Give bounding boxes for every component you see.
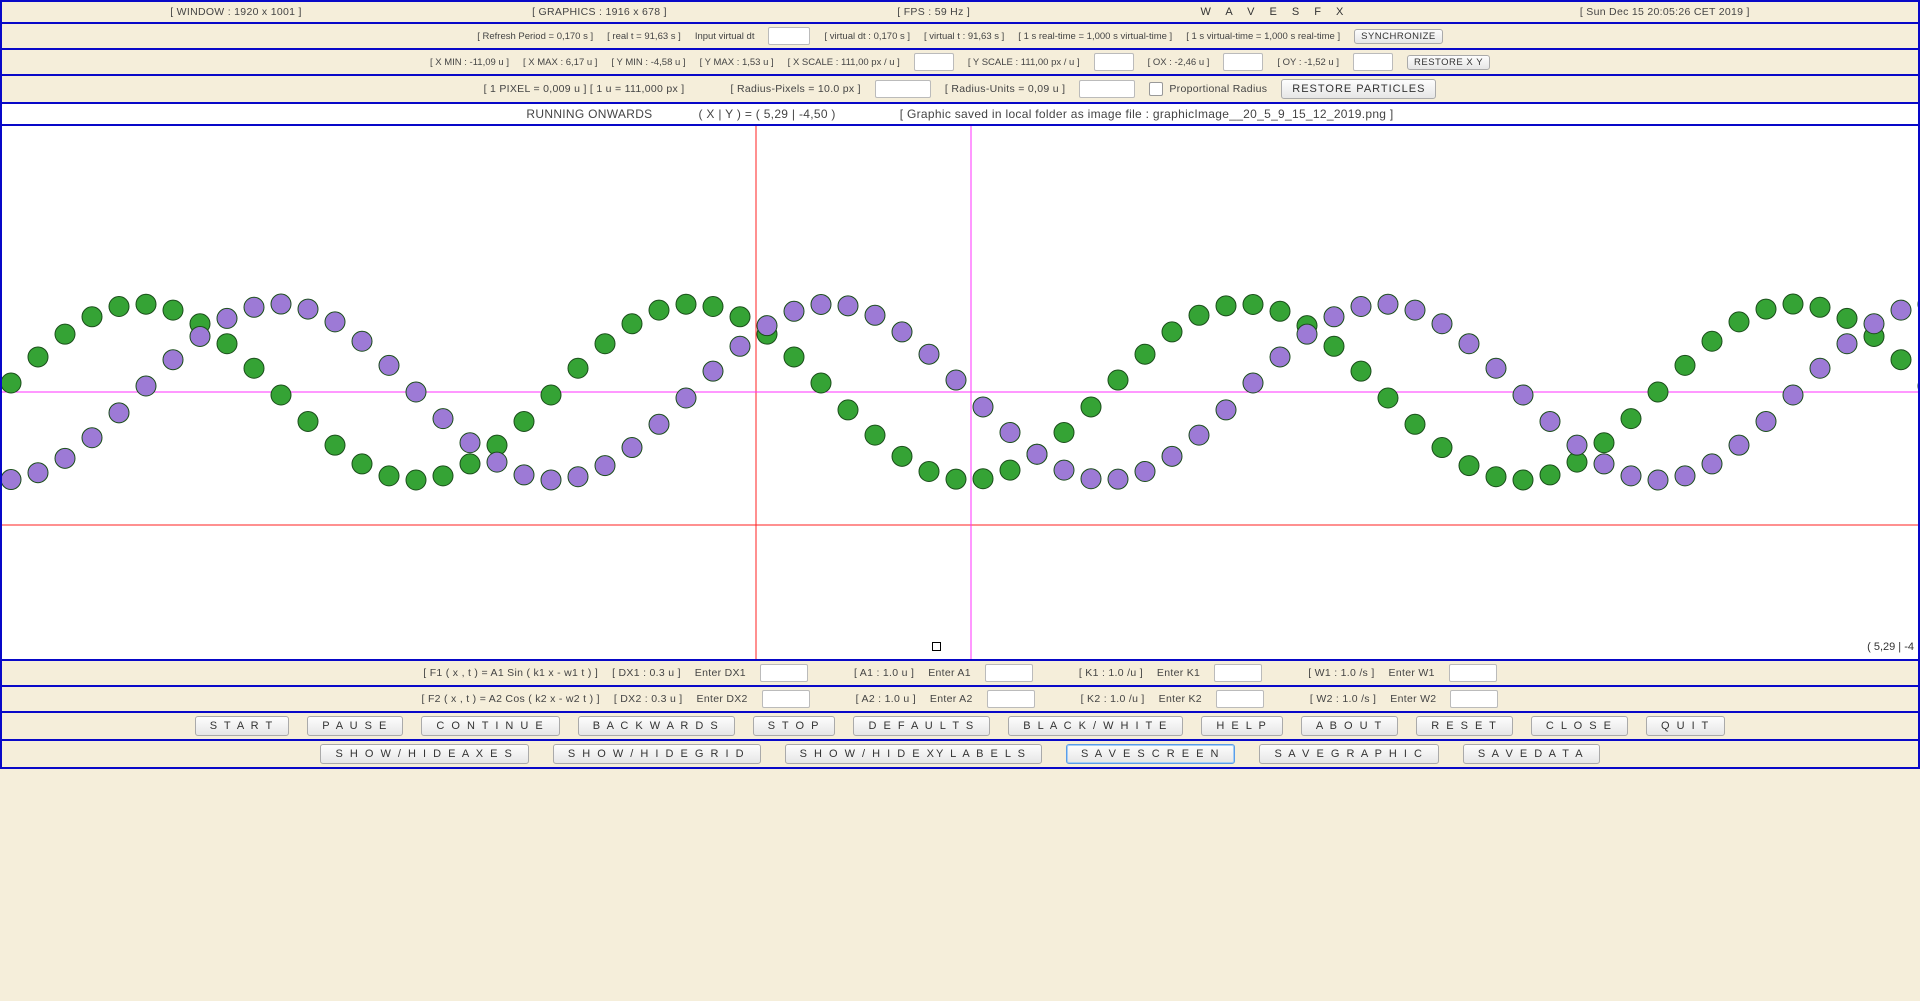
rt-to-vt: [ 1 s real-time = 1,000 s virtual-time ] bbox=[1018, 31, 1172, 42]
virtual-dt: [ virtual dt : 0,170 s ] bbox=[824, 31, 910, 42]
defaults-button[interactable]: D E F A U L T S bbox=[853, 716, 990, 736]
show-hide-labels-button[interactable]: S H O W / H I D E XY L A B E L S bbox=[785, 744, 1042, 764]
f1-w-input[interactable] bbox=[1449, 664, 1497, 682]
f2-dx-label: Enter DX2 bbox=[697, 693, 748, 705]
refresh-period: [ Refresh Period = 0,170 s ] bbox=[477, 31, 593, 42]
f2-k: [ K2 : 1.0 /u ] bbox=[1081, 693, 1145, 705]
oy-input[interactable] bbox=[1353, 53, 1393, 71]
f2-k-label: Enter K2 bbox=[1159, 693, 1202, 705]
ox-input[interactable] bbox=[1223, 53, 1263, 71]
f1-dx: [ DX1 : 0.3 u ] bbox=[612, 667, 681, 679]
save-screen-button[interactable]: S A V E S C R E E N bbox=[1066, 744, 1235, 764]
reset-button[interactable]: R E S E T bbox=[1416, 716, 1513, 736]
backwards-button[interactable]: B A C K W A R D S bbox=[578, 716, 735, 736]
black-white-button[interactable]: B L A C K / W H I T E bbox=[1008, 716, 1183, 736]
f2-a-label: Enter A2 bbox=[930, 693, 973, 705]
f1-a-label: Enter A1 bbox=[928, 667, 971, 679]
f2-dx: [ DX2 : 0.3 u ] bbox=[614, 693, 683, 705]
xy-readout: ( X | Y ) = ( 5,29 | -4,50 ) bbox=[698, 107, 835, 121]
f2-w: [ W2 : 1.0 /s ] bbox=[1310, 693, 1376, 705]
pixel-units: [ 1 PIXEL = 0,009 u ] [ 1 u = 111,000 px… bbox=[484, 83, 685, 95]
cursor-marker bbox=[932, 642, 941, 651]
restore-xy-button[interactable]: RESTORE X Y bbox=[1407, 55, 1490, 70]
f2-a-input[interactable] bbox=[987, 690, 1035, 708]
f2-w-label: Enter W2 bbox=[1390, 693, 1436, 705]
restore-particles-button[interactable]: RESTORE PARTICLES bbox=[1281, 79, 1436, 99]
pause-button[interactable]: P A U S E bbox=[307, 716, 403, 736]
radius-u: [ Radius-Units = 0,09 u ] bbox=[945, 83, 1065, 95]
real-t: [ real t = 91,63 s ] bbox=[607, 31, 681, 42]
save-graphic-button[interactable]: S A V E G R A P H I C bbox=[1259, 744, 1438, 764]
running-status: RUNNING ONWARDS bbox=[526, 107, 652, 121]
save-data-button[interactable]: S A V E D A T A bbox=[1463, 744, 1600, 764]
f1-a: [ A1 : 1.0 u ] bbox=[854, 667, 914, 679]
graphics-size: [ GRAPHICS : 1916 x 678 ] bbox=[532, 6, 667, 18]
f1-a-input[interactable] bbox=[985, 664, 1033, 682]
canvas-coord-readout: ( 5,29 | -4 bbox=[1867, 641, 1914, 653]
show-hide-axes-button[interactable]: S H O W / H I D E A X E S bbox=[320, 744, 528, 764]
oy: [ OY : -1,52 u ] bbox=[1277, 57, 1339, 68]
f2-bar: [ F2 ( x , t ) = A2 Cos ( k2 x - w2 t ) … bbox=[0, 687, 1920, 713]
f1-w-label: Enter W1 bbox=[1389, 667, 1435, 679]
f1-w: [ W1 : 1.0 /s ] bbox=[1308, 667, 1374, 679]
synchronize-button[interactable]: SYNCHRONIZE bbox=[1354, 29, 1443, 44]
proportional-radius-checkbox[interactable] bbox=[1149, 82, 1163, 96]
yscale-input[interactable] bbox=[1094, 53, 1134, 71]
about-button[interactable]: A B O U T bbox=[1301, 716, 1398, 736]
f1-k-input[interactable] bbox=[1214, 664, 1262, 682]
xscale: [ X SCALE : 111,00 px / u ] bbox=[788, 57, 900, 68]
window-size: [ WINDOW : 1920 x 1001 ] bbox=[170, 6, 302, 18]
input-vdt-label: Input virtual dt bbox=[695, 31, 755, 42]
f1-bar: [ F1 ( x , t ) = A1 Sin ( k1 x - w1 t ) … bbox=[0, 659, 1920, 687]
continue-button[interactable]: C O N T I N U E bbox=[421, 716, 559, 736]
stop-button[interactable]: S T O P bbox=[753, 716, 836, 736]
help-button[interactable]: H E L P bbox=[1201, 716, 1283, 736]
radius-px: [ Radius-Pixels = 10.0 px ] bbox=[731, 83, 861, 95]
button-bar-2: S H O W / H I D E A X E S S H O W / H I … bbox=[0, 741, 1920, 769]
radius-u-input[interactable] bbox=[1079, 80, 1135, 98]
time-bar: [ Refresh Period = 0,170 s ] [ real t = … bbox=[0, 24, 1920, 50]
show-hide-grid-button[interactable]: S H O W / H I D E G R I D bbox=[553, 744, 761, 764]
proportional-radius-group[interactable]: Proportional Radius bbox=[1149, 82, 1267, 96]
status-bar: RUNNING ONWARDS ( X | Y ) = ( 5,29 | -4,… bbox=[0, 104, 1920, 126]
start-button[interactable]: S T A R T bbox=[195, 716, 289, 736]
ox: [ OX : -2,46 u ] bbox=[1148, 57, 1210, 68]
xmax: [ X MAX : 6,17 u ] bbox=[523, 57, 597, 68]
f1-formula: [ F1 ( x , t ) = A1 Sin ( k1 x - w1 t ) … bbox=[423, 667, 598, 679]
radius-px-input[interactable] bbox=[875, 80, 931, 98]
f1-dx-label: Enter DX1 bbox=[695, 667, 746, 679]
wave-svg bbox=[2, 126, 1918, 659]
datetime: [ Sun Dec 15 20:05:26 CET 2019 ] bbox=[1580, 6, 1750, 18]
wave-canvas[interactable]: ( 5,29 | -4 bbox=[0, 126, 1920, 659]
fps: [ FPS : 59 Hz ] bbox=[897, 6, 970, 18]
app-title: W A V E S F X bbox=[1200, 6, 1349, 18]
xscale-input[interactable] bbox=[914, 53, 954, 71]
proportional-radius-label: Proportional Radius bbox=[1169, 83, 1267, 95]
saved-file: [ Graphic saved in local folder as image… bbox=[900, 107, 1394, 121]
f1-dx-input[interactable] bbox=[760, 664, 808, 682]
f1-k: [ K1 : 1.0 /u ] bbox=[1079, 667, 1143, 679]
f1-k-label: Enter K1 bbox=[1157, 667, 1200, 679]
f2-dx-input[interactable] bbox=[762, 690, 810, 708]
close-button[interactable]: C L O S E bbox=[1531, 716, 1628, 736]
yscale: [ Y SCALE : 111,00 px / u ] bbox=[968, 57, 1080, 68]
f2-formula: [ F2 ( x , t ) = A2 Cos ( k2 x - w2 t ) … bbox=[422, 693, 600, 705]
xmin: [ X MIN : -11,09 u ] bbox=[430, 57, 509, 68]
vt-to-rt: [ 1 s virtual-time = 1,000 s real-time ] bbox=[1186, 31, 1340, 42]
header-bar: [ WINDOW : 1920 x 1001 ] [ GRAPHICS : 19… bbox=[0, 0, 1920, 24]
f2-k-input[interactable] bbox=[1216, 690, 1264, 708]
button-bar-1: S T A R T P A U S E C O N T I N U E B A … bbox=[0, 713, 1920, 741]
virtual-t: [ virtual t : 91,63 s ] bbox=[924, 31, 1004, 42]
ymin: [ Y MIN : -4,58 u ] bbox=[611, 57, 685, 68]
scale-bar: [ X MIN : -11,09 u ] [ X MAX : 6,17 u ] … bbox=[0, 50, 1920, 76]
input-vdt[interactable] bbox=[768, 27, 810, 45]
f2-w-input[interactable] bbox=[1450, 690, 1498, 708]
quit-button[interactable]: Q U I T bbox=[1646, 716, 1725, 736]
f2-a: [ A2 : 1.0 u ] bbox=[856, 693, 916, 705]
ymax: [ Y MAX : 1,53 u ] bbox=[700, 57, 774, 68]
radius-bar: [ 1 PIXEL = 0,009 u ] [ 1 u = 111,000 px… bbox=[0, 76, 1920, 104]
